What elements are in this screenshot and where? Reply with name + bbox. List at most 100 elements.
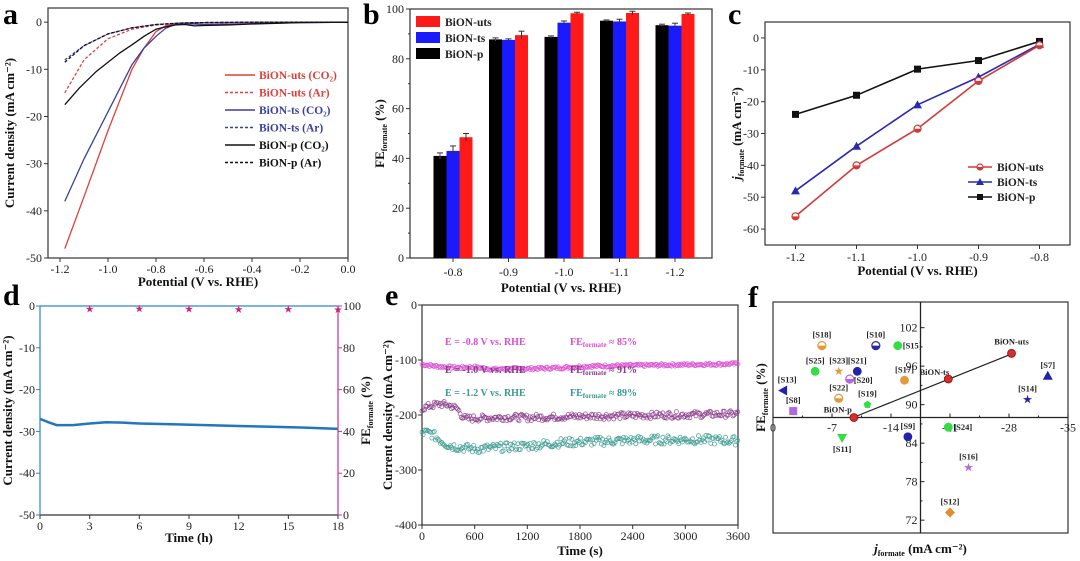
point-label: [S17] xyxy=(895,364,914,374)
data-point xyxy=(478,416,484,422)
bar-BiON-uts--1.0 xyxy=(570,13,584,258)
data-point xyxy=(705,410,711,416)
data-point xyxy=(611,416,617,422)
annotation-fe: FEformate ≈ 91% xyxy=(570,365,637,377)
data-point xyxy=(458,446,464,452)
annotation-potential: E = -1.2 V vs. RHE xyxy=(445,388,526,399)
fe-value: ≈ 85% xyxy=(607,337,638,348)
y-tick-label: -60 xyxy=(743,222,759,236)
data-point-S15 xyxy=(893,341,903,351)
legend-entry: BiON-p (Ar) xyxy=(259,158,321,170)
y-tick-label: -30 xyxy=(743,127,759,141)
data-point-S7 xyxy=(1042,370,1053,380)
y-tick-label: -20 xyxy=(743,95,759,109)
data-point xyxy=(699,414,705,420)
y2-tick-label: 20 xyxy=(343,466,355,480)
label-main: FE xyxy=(358,428,373,445)
point-label: [S20] xyxy=(854,375,873,385)
data-point xyxy=(510,442,516,448)
data-point xyxy=(676,415,682,421)
data-point xyxy=(494,417,500,422)
data-point-S11 xyxy=(837,434,848,444)
x-tick-label: 1800 xyxy=(568,529,592,543)
data-point xyxy=(525,441,531,447)
x-axis-label: Potential (V vs. RHE) xyxy=(501,280,621,295)
y-axis-label: Current density (mA cm⁻²) xyxy=(380,340,395,490)
data-point-BiON-uts-fill xyxy=(975,80,982,85)
x-tick-label: -0.8 xyxy=(444,265,463,279)
fe-star-point xyxy=(334,305,342,314)
data-point xyxy=(451,442,457,448)
data-point xyxy=(701,413,706,419)
point-label: [S25] xyxy=(806,355,825,365)
data-point xyxy=(704,411,710,417)
data-point xyxy=(558,436,564,442)
data-point xyxy=(693,413,699,419)
data-point xyxy=(526,446,532,452)
data-point xyxy=(666,435,672,440)
fe-star-point xyxy=(85,304,94,313)
data-point xyxy=(606,416,612,422)
data-point xyxy=(718,439,723,445)
y-tick-label: -50 xyxy=(26,251,42,265)
data-point xyxy=(719,437,725,443)
bar-BiON-ts--0.9 xyxy=(502,39,515,258)
panel-label-a: a xyxy=(3,0,18,31)
panel-e-chrono-chart: 0 600 1200 1800 2400 3000 3600 0 -100 -200 -300 -40… xyxy=(380,298,750,558)
y-tick-label: -50 xyxy=(19,508,35,522)
x-tick-label: -0.2 xyxy=(291,262,310,276)
data-point xyxy=(618,410,624,416)
data-point xyxy=(717,412,722,418)
data-point xyxy=(735,409,741,415)
x-tick-label: 2400 xyxy=(621,529,645,543)
legend-entry: BiON-ts xyxy=(997,177,1038,189)
series-line-4 xyxy=(64,21,349,106)
panel-label-d: d xyxy=(3,279,20,312)
data-point xyxy=(615,362,620,368)
data-point xyxy=(441,399,447,404)
data-point xyxy=(559,416,565,422)
point-label: [S23] xyxy=(829,355,848,365)
data-point xyxy=(445,403,451,409)
x-tick-label: -0.6 xyxy=(195,262,214,276)
data-point xyxy=(551,411,556,417)
data-point xyxy=(626,363,631,369)
data-point xyxy=(617,416,623,421)
data-point-S12 xyxy=(945,507,955,518)
data-point xyxy=(484,418,490,424)
data-point-BiON-uts xyxy=(1007,348,1016,358)
x-tick-label: 3600 xyxy=(726,529,750,543)
data-point xyxy=(677,434,683,440)
data-point xyxy=(635,434,641,439)
point-label: [S10] xyxy=(866,330,885,340)
point-label: [S22] xyxy=(829,382,848,392)
x-tick-label: 600 xyxy=(466,529,484,543)
data-point xyxy=(677,363,683,368)
label-unit: (%) xyxy=(358,376,373,401)
y-tick-label: -10 xyxy=(26,62,42,76)
point-label: BiON-ts xyxy=(919,367,949,377)
data-point xyxy=(466,416,472,422)
trend-line xyxy=(852,352,1014,419)
data-point xyxy=(696,433,701,439)
data-point xyxy=(682,435,688,441)
data-point xyxy=(420,432,426,437)
data-point xyxy=(588,437,593,443)
data-point xyxy=(535,367,540,373)
y-tick-label: -200 xyxy=(395,408,417,422)
x-tick-label: -14 xyxy=(883,421,899,435)
data-point-BiON-p xyxy=(975,57,982,65)
bar-BiON-uts--0.9 xyxy=(515,35,528,258)
data-point xyxy=(697,410,703,416)
data-point xyxy=(694,409,700,415)
fe-star-point xyxy=(284,305,293,313)
data-point xyxy=(592,435,598,441)
x-tick-label: 15 xyxy=(282,519,294,533)
point-label: [S8] xyxy=(786,395,801,405)
annotation-fe: FEformate ≈ 89% xyxy=(570,388,637,400)
y-tick-label: 0 xyxy=(753,31,759,45)
series-points-0 xyxy=(419,360,741,373)
legend-entry: BiON-ts (CO₂) xyxy=(259,105,331,117)
data-point-S17 xyxy=(900,375,909,385)
label-main: j xyxy=(872,541,878,556)
